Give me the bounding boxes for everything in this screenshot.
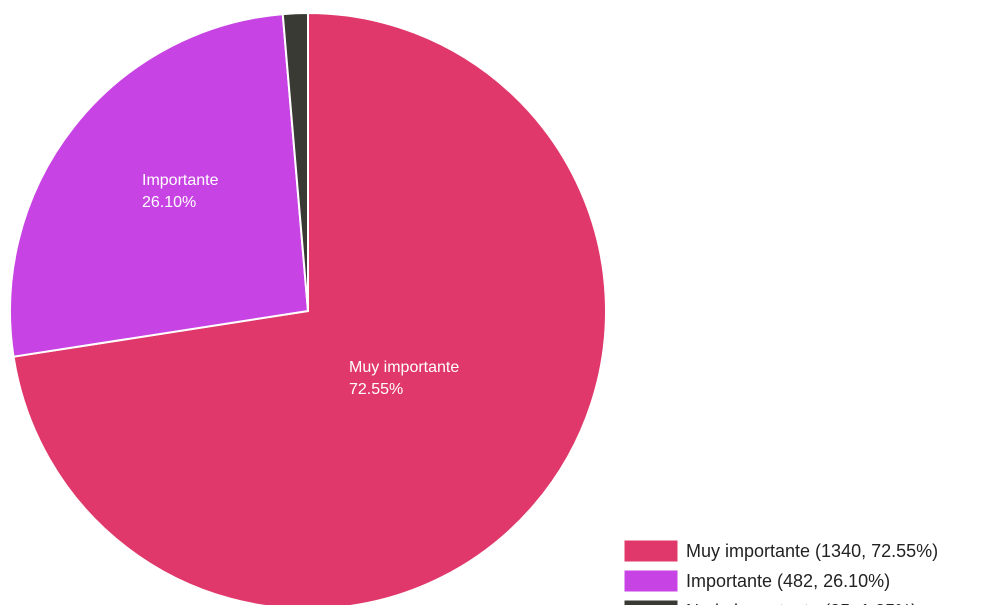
legend-swatch <box>623 599 679 605</box>
pie-slices <box>9 11 607 605</box>
legend-swatch <box>623 539 679 563</box>
pie-slice-labels: Muy importante 72.55% Importante 26.10% <box>142 172 459 398</box>
legend-label: Importante (482, 26.10%) <box>686 571 890 591</box>
legend-label: Muy importante (1340, 72.55%) <box>686 541 938 561</box>
slice-label-name: Importante <box>142 172 219 189</box>
slice-label-percent: 26.10% <box>142 194 196 211</box>
legend-swatch <box>623 569 679 593</box>
legend-item: Nada importante (25, 1.35%) <box>623 599 917 605</box>
legend: Muy importante (1340, 72.55%) Importante … <box>623 539 938 605</box>
legend-label: Nada importante (25, 1.35%) <box>686 601 917 605</box>
slice-label-percent: 72.55% <box>349 381 403 398</box>
legend-item: Importante (482, 26.10%) <box>623 569 890 593</box>
pie-slice-nada-importante <box>281 11 309 312</box>
pie-slice-importante <box>9 13 309 358</box>
pie-slice-muy-importante <box>12 12 607 605</box>
slice-label-name: Muy importante <box>349 359 459 376</box>
legend-item: Muy importante (1340, 72.55%) <box>623 539 938 563</box>
